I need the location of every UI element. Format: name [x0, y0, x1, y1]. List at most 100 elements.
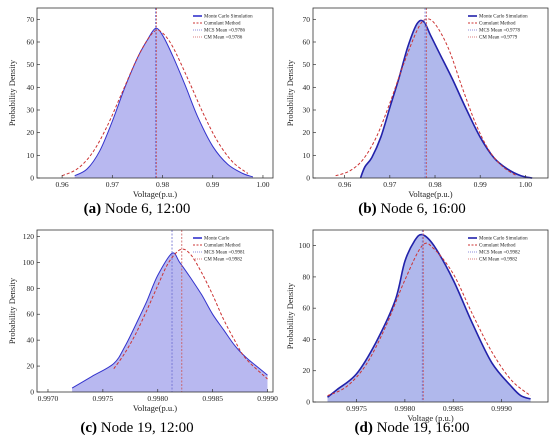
x-tick-label: 0.96: [56, 180, 69, 189]
legend-entry: MCS Mean =0.9982: [479, 251, 521, 256]
caption-text: Node 6, 16:00: [377, 201, 466, 217]
y-tick-label: 20: [303, 128, 311, 137]
chart-panel-d: 0.9975 0.9980 0.9985 0.9990 0 20 40 60 80 100 Volt…: [285, 229, 549, 436]
panel-caption: (c) Node 19, 12:00: [80, 420, 193, 436]
plot-frame: [36, 7, 274, 179]
legend-entry: MCS Mean =0.9778: [479, 29, 521, 34]
x-axis-label: Voltage(p.u.): [133, 403, 177, 413]
x-tick-label: 0.99: [206, 180, 219, 189]
y-axis-label: Probability Density: [285, 59, 295, 126]
legend-entry: MCS Mean =0.9786: [204, 29, 246, 34]
y-tick-label: 0: [30, 174, 34, 183]
y-tick-label: 80: [303, 272, 311, 281]
y-tick-label: 0: [306, 398, 310, 407]
y-axis-label: Probability Density: [7, 277, 17, 344]
y-tick-label: 70: [27, 15, 35, 24]
chart-panel-a: 0.96 0.97 0.98 0.99 1.00 0 10 20 30 40 50 60 70 Volta…: [7, 7, 274, 217]
x-tick-label: 1.00: [519, 180, 532, 189]
legend-entry: Cumulant Method: [204, 22, 241, 27]
y-axis-label: Probability Density: [285, 282, 295, 349]
panel-caption: (b) Node 6, 16:00: [358, 201, 466, 217]
legend-entry: CM Mean =0.9982: [204, 258, 243, 263]
y-tick-label: 0: [30, 388, 34, 397]
cm-line: [335, 18, 517, 177]
x-axis-label: Voltage(p.u.): [408, 189, 452, 199]
y-tick-label: 60: [303, 38, 311, 47]
y-tick-label: 60: [303, 304, 311, 313]
x-tick-label: 0.9975: [346, 404, 367, 413]
y-tick-label: 100: [299, 241, 311, 250]
x-tick-label: 0.9975: [93, 394, 114, 403]
legend-entry: Cumulant Method: [479, 244, 516, 249]
x-tick-label: 0.97: [383, 180, 396, 189]
legend-entry: Cumulant Method: [479, 22, 516, 27]
y-tick-label: 50: [27, 60, 35, 69]
caption-letter: (d): [354, 420, 372, 436]
y-tick-label: 30: [303, 106, 311, 115]
panel-caption: (a) Node 6, 12:00: [84, 201, 191, 217]
mcs-area: [327, 234, 531, 402]
y-tick-label: 50: [303, 60, 311, 69]
y-tick-label: 0: [306, 174, 310, 183]
y-tick-label: 120: [23, 232, 35, 241]
x-tick-label: 1.00: [256, 180, 269, 189]
x-tick-label: 0.9985: [443, 404, 464, 413]
x-tick-label: 0.9980: [395, 404, 416, 413]
y-tick-label: 60: [27, 38, 35, 47]
y-axis-label: Probability Density: [7, 59, 17, 126]
y-tick-label: 60: [27, 310, 35, 319]
x-tick-label: 0.9990: [491, 404, 512, 413]
legend-entry: Monte Carlo Simulation: [479, 237, 528, 242]
y-tick-label: 20: [303, 366, 311, 375]
mcs-area: [360, 20, 533, 178]
x-axis-label: Voltage (p.u.): [407, 413, 454, 423]
caption-text: Node 19, 12:00: [97, 420, 194, 436]
caption-letter: (c): [80, 420, 97, 436]
panel-caption: (d) Node 19, 16:00: [354, 420, 469, 436]
y-tick-label: 20: [27, 128, 35, 137]
caption-letter: (a): [84, 201, 102, 217]
y-tick-label: 40: [303, 335, 311, 344]
x-tick-label: 0.99: [474, 180, 487, 189]
plot-frame: [36, 229, 274, 393]
x-tick-label: 0.98: [428, 180, 441, 189]
mcs-line: [71, 252, 268, 389]
y-tick-label: 70: [303, 15, 311, 24]
x-tick-label: 0.98: [156, 180, 169, 189]
y-tick-label: 20: [27, 362, 35, 371]
legend-entry: Monte Carlo Simulation: [204, 15, 253, 20]
mcs-area: [74, 28, 253, 179]
chart-panel-c: 0.9970 0.9975 0.9980 0.9985 0.9990 0 20 40 60 80 1…: [7, 229, 278, 436]
y-tick-label: 40: [303, 83, 311, 92]
legend-entry: Monte Carlo: [204, 237, 230, 242]
mcs-line: [74, 27, 254, 178]
legend-entry: CM Mean =0.9982: [479, 258, 518, 263]
mcs-area: [72, 252, 268, 392]
y-tick-label: 10: [27, 151, 35, 160]
y-tick-label: 40: [27, 336, 35, 345]
caption-text: Node 6, 12:00: [101, 201, 190, 217]
y-tick-label: 30: [27, 106, 35, 115]
legend-entry: MCS Mean =0.9981: [204, 251, 246, 256]
x-tick-label: 0.9970: [38, 394, 59, 403]
legend-entry: CM Mean =0.9779: [479, 36, 518, 41]
x-axis-label: Voltage(p.u.): [133, 189, 177, 199]
y-tick-label: 40: [27, 83, 35, 92]
x-tick-label: 0.96: [338, 180, 351, 189]
caption-text: Node 19, 16:00: [373, 420, 470, 436]
caption-letter: (b): [358, 201, 376, 217]
x-tick-label: 0.97: [106, 180, 119, 189]
x-tick-label: 0.9985: [202, 394, 223, 403]
plot-frame: [312, 7, 549, 179]
y-tick-label: 100: [23, 258, 35, 267]
x-tick-label: 0.9990: [257, 394, 278, 403]
plot-frame: [312, 229, 549, 403]
y-tick-label: 80: [27, 284, 35, 293]
legend-entry: Cumulant Method: [204, 244, 241, 249]
x-tick-label: 0.9980: [147, 394, 168, 403]
legend-entry: Monte Carlo Simulation: [479, 15, 528, 20]
chart-panel-b: 0.96 0.97 0.98 0.99 1.00 0 10 20 30 40 50 60 70 Volta…: [285, 7, 549, 217]
legend-entry: CM Mean =0.9786: [204, 36, 243, 41]
y-tick-label: 10: [303, 151, 311, 160]
